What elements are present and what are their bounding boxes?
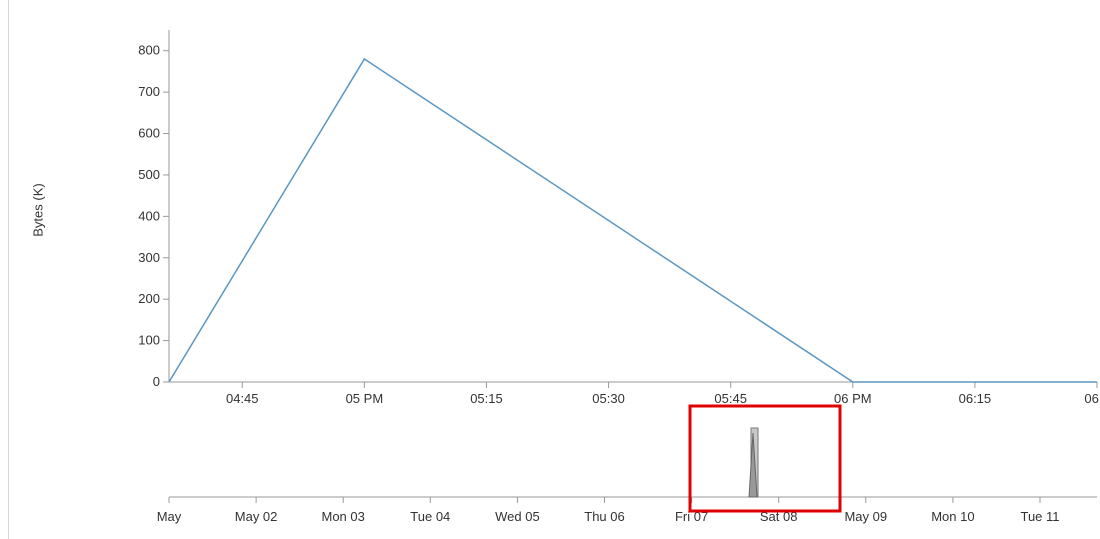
x-tick-label: 06:3: [1084, 391, 1100, 406]
y-tick-label: 100: [138, 333, 160, 348]
overview-tick-label: Mon 10: [931, 509, 974, 524]
overview-tick-label: Wed 05: [495, 509, 540, 524]
series-line: [168, 57, 1097, 383]
y-tick-label: 400: [138, 208, 160, 223]
x-tick-label: 05:30: [592, 391, 625, 406]
x-tick-label: 06:15: [959, 391, 992, 406]
overview-tick-label: Sat 08: [760, 509, 798, 524]
x-ticks: 04:45 05 PM 05:15 05:30 05:45 06 PM 06:15 06:3: [226, 382, 1100, 406]
y-tick-label: 600: [138, 126, 160, 141]
y-tick-label: 200: [138, 291, 160, 306]
highlight-box: [688, 404, 842, 513]
x-tick-label: 06 PM: [834, 391, 872, 406]
x-tick-label: 05 PM: [346, 391, 384, 406]
overview-tick-label: Tue 11: [1020, 509, 1059, 524]
overview-area: [748, 432, 758, 498]
y-tick-label: 0: [153, 374, 160, 389]
y-ticks: 0 100 200 300 400 500 600 700 800: [138, 43, 169, 389]
overview-tick-label: Mon 03: [322, 509, 365, 524]
overview-tick-label: Thu 06: [584, 509, 624, 524]
overview-tick-label: May 02: [235, 509, 278, 524]
overview-brush-chart[interactable]: May May 02 Mon 03 Tue 04 Wed 05 Thu 06 Fri 07 S…: [157, 427, 1097, 524]
left-panel-border: [8, 0, 9, 539]
x-tick-label: 04:45: [226, 391, 259, 406]
y-tick-label: 800: [138, 43, 160, 58]
main-chart: 0 100 200 300 400 500 600 700 800 04:45 05 PM 05:1…: [138, 30, 1100, 406]
overview-tick-label: Fri 07: [675, 509, 708, 524]
overview-ticks: May May 02 Mon 03 Tue 04 Wed 05 Thu 06 Fri 07 S…: [157, 497, 1060, 524]
x-tick-label: 05:45: [714, 391, 747, 406]
y-tick-label: 300: [138, 250, 160, 265]
y-tick-label: 500: [138, 167, 160, 182]
overview-tick-label: May 09: [844, 509, 887, 524]
overview-tick-label: Tue 04: [410, 509, 450, 524]
overview-tick-label: May: [157, 509, 182, 524]
y-tick-label: 700: [138, 84, 160, 99]
x-tick-label: 05:15: [470, 391, 503, 406]
